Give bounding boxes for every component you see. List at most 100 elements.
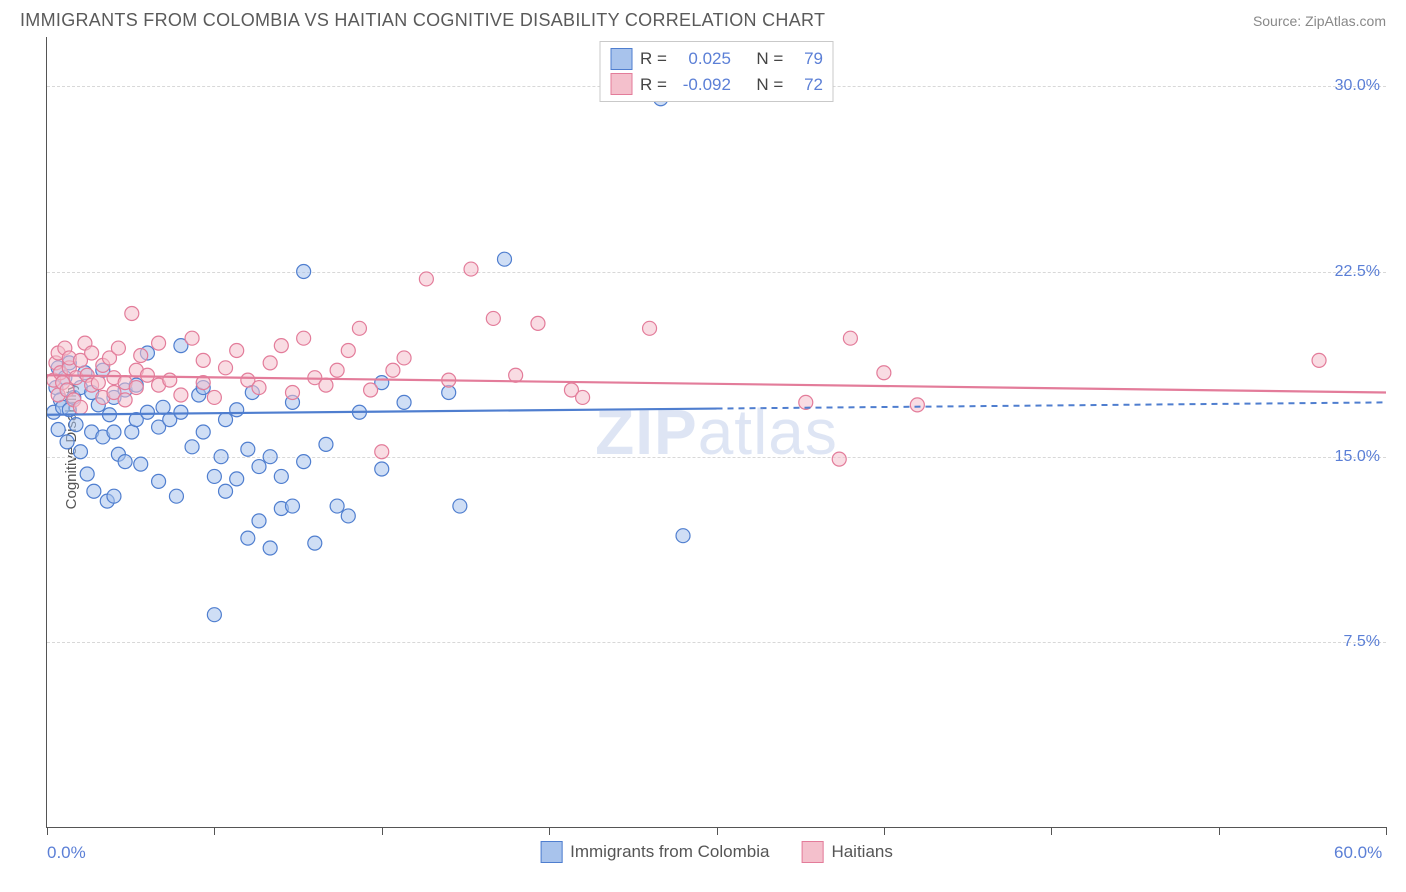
r-value: -0.092 [675,72,731,98]
x-tick [1219,827,1220,835]
n-label: N = [756,72,783,98]
data-point [274,339,288,353]
data-point [219,484,233,498]
data-point [91,376,105,390]
data-point [174,388,188,402]
data-point [152,474,166,488]
y-tick-label: 22.5% [1335,263,1380,281]
data-point [134,457,148,471]
data-point [241,442,255,456]
x-axis-label: 0.0% [47,843,86,863]
data-point [910,398,924,412]
data-point [676,529,690,543]
legend-swatch [610,48,632,70]
data-point [185,331,199,345]
data-point [486,311,500,325]
data-point [185,440,199,454]
data-point [51,423,65,437]
bottom-legend: Immigrants from Colombia Haitians [540,841,893,863]
legend-swatch [540,841,562,863]
data-point [832,452,846,466]
r-label: R = [640,46,667,72]
data-point [73,400,87,414]
data-point [207,608,221,622]
data-point [196,425,210,439]
r-label: R = [640,72,667,98]
data-point [69,418,83,432]
data-point [140,405,154,419]
data-point [263,450,277,464]
data-point [877,366,891,380]
data-point [274,469,288,483]
n-label: N = [756,46,783,72]
y-tick-label: 30.0% [1335,77,1380,95]
x-tick [214,827,215,835]
x-tick [382,827,383,835]
data-point [134,348,148,362]
data-point [297,331,311,345]
data-point [219,413,233,427]
data-point [252,381,266,395]
x-tick [717,827,718,835]
data-point [397,395,411,409]
stats-row: R = -0.092 N = 72 [610,72,823,98]
data-point [497,252,511,266]
data-point [375,445,389,459]
data-point [464,262,478,276]
scatter-svg [47,37,1386,827]
data-point [576,390,590,404]
data-point [107,425,121,439]
data-point [196,353,210,367]
data-point [140,368,154,382]
data-point [252,514,266,528]
data-point [219,361,233,375]
data-point [60,435,74,449]
data-point [111,341,125,355]
chart-title: IMMIGRANTS FROM COLOMBIA VS HAITIAN COGN… [20,10,825,31]
data-point [375,462,389,476]
stats-legend: R =0.025 N = 79R = -0.092 N = 72 [599,41,834,102]
data-point [87,484,101,498]
data-point [397,351,411,365]
data-point [214,450,228,464]
data-point [319,437,333,451]
legend-label: Haitians [831,842,892,862]
data-point [118,393,132,407]
data-point [169,489,183,503]
data-point [419,272,433,286]
x-tick [884,827,885,835]
legend-swatch [801,841,823,863]
legend-item: Haitians [801,841,892,863]
data-point [285,499,299,513]
data-point [174,405,188,419]
data-point [241,531,255,545]
data-point [285,386,299,400]
data-point [330,499,344,513]
data-point [125,307,139,321]
n-value: 72 [804,72,823,98]
legend-label: Immigrants from Colombia [570,842,769,862]
data-point [453,499,467,513]
x-tick [549,827,550,835]
data-point [319,378,333,392]
y-tick-label: 15.0% [1335,448,1380,466]
x-tick [1051,827,1052,835]
data-point [263,356,277,370]
legend-item: Immigrants from Colombia [540,841,769,863]
data-point [207,390,221,404]
data-point [252,460,266,474]
n-value: 79 [804,46,823,72]
stats-row: R =0.025 N = 79 [610,46,823,72]
data-point [531,316,545,330]
data-point [163,373,177,387]
data-point [230,472,244,486]
trend-line-dashed [717,402,1387,408]
data-point [156,400,170,414]
data-point [152,336,166,350]
title-bar: IMMIGRANTS FROM COLOMBIA VS HAITIAN COGN… [0,0,1406,37]
data-point [297,265,311,279]
y-tick-label: 7.5% [1344,633,1380,651]
x-axis-label: 60.0% [1334,843,1382,863]
data-point [129,381,143,395]
data-point [107,489,121,503]
